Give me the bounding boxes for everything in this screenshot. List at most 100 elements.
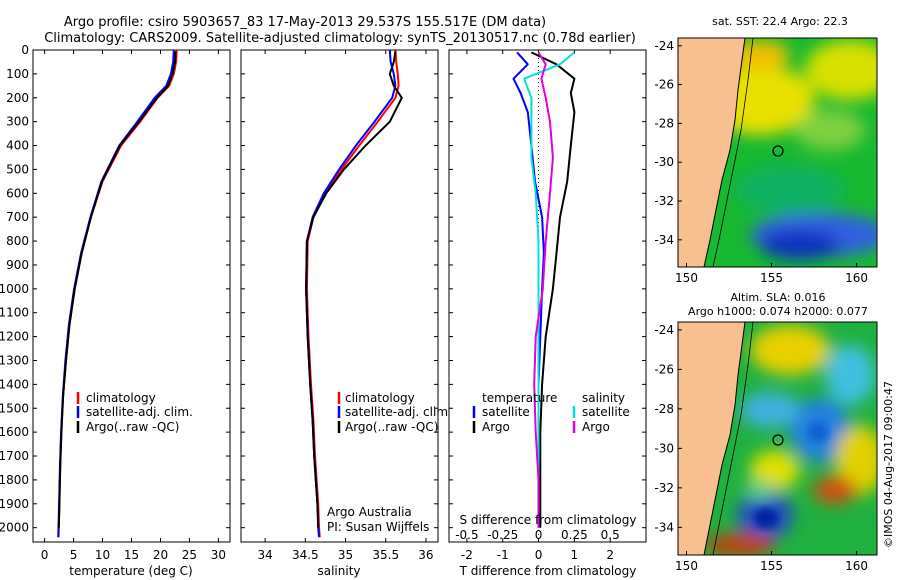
temperature-tick-label: 15: [124, 548, 139, 562]
sst-field: [678, 38, 877, 267]
s-difference-label: S difference from climatology: [460, 513, 637, 527]
credit-institution: Argo Australia: [327, 505, 412, 519]
sla-map: Altim. SLA: 0.016 Argo h1000: 0.074 h200…: [654, 291, 878, 573]
difference-x-axis: -2 -1 0 1 2-0.5 -0.25 0 0.25 0.5: [455, 50, 620, 562]
salinity-tick-label: 34: [257, 548, 272, 562]
sla-eddy-center: [808, 422, 828, 442]
sla-shelf-contour: [712, 322, 754, 555]
map-lon-label: 160: [845, 271, 868, 285]
t-difference-tick-label: 2: [606, 548, 614, 562]
legend-label-argo: Argo(..raw -QC): [345, 420, 438, 434]
difference-legend: temperature satellite Argo salinity sate…: [472, 391, 630, 434]
temperature-tick-label: 30: [211, 548, 226, 562]
figure-title-line1: Argo profile: csiro 5903657_83 17-May-20…: [64, 15, 546, 30]
s-difference-tick-label: -0.25: [487, 528, 518, 542]
sla-land-australia: [678, 322, 746, 555]
sst-map-title: sat. SST: 22.4 Argo: 22.3: [712, 15, 848, 28]
map-lat-label: -26: [654, 78, 674, 92]
map-lat-label: -30: [654, 441, 674, 455]
map-lat-label: -28: [654, 116, 674, 130]
credit-pi: PI: Susan Wijffels: [327, 520, 429, 534]
series-line-salinity-satellite: [523, 51, 576, 528]
sla-field: [678, 322, 877, 555]
s-difference-tick-label: 0.25: [561, 528, 588, 542]
map-lat-label: -24: [654, 323, 674, 337]
legend-label-s-argo: Argo: [582, 420, 610, 434]
depth-tick-label: 800: [6, 234, 29, 248]
sst-map-axes: 150 155 160 -24 -26 -28 -30 -32 -34: [654, 39, 868, 285]
sla-argo-position-marker: [772, 434, 784, 446]
temperature-tick-label: 10: [95, 548, 110, 562]
depth-tick-label: 200: [6, 91, 29, 105]
legend-label-argo: Argo(..raw -QC): [86, 420, 179, 434]
depth-axis: 0 100 200 300 400 500 600 700 800 900 1000 1100 1200…: [0, 43, 230, 535]
difference-panel: -2 -1 0 1 2-0.5 -0.25 0 0.25 0.5 T difference fr…: [448, 49, 647, 578]
legend-label-satellite: satellite-adj. clim.: [86, 405, 193, 419]
sst-map: sat. SST: 22.4 Argo: 22.3 150 155 160 -24 -2…: [654, 15, 878, 285]
map-lat-label: -32: [654, 481, 674, 495]
map-lat-label: -24: [654, 39, 674, 53]
series-line-salinity-argo: [533, 51, 554, 528]
t-difference-tick-label: -2: [461, 548, 473, 562]
sst-map-frame: [677, 37, 878, 268]
depth-tick-label: 2000: [0, 521, 29, 535]
temperature-axes-frame: [32, 49, 231, 543]
sla-map-axes: 150 155 160 -24 -26 -28 -30 -32 -34: [654, 323, 868, 573]
t-difference-tick-label: 0: [535, 548, 543, 562]
salinity-xlabel: salinity: [317, 564, 360, 578]
depth-tick-label: 1400: [0, 377, 29, 391]
depth-tick-label: 1000: [0, 282, 29, 296]
legend-label-climatology: climatology: [345, 391, 415, 405]
figure-title-line2: Climatology: CARS2009. Satellite-adjuste…: [44, 31, 636, 46]
depth-tick-label: 600: [6, 186, 29, 200]
temperature-tick-label: 25: [182, 548, 197, 562]
depth-tick-label: 1300: [0, 353, 29, 367]
salinity-tick-label: 35: [338, 548, 353, 562]
sla-eddy-core: [754, 508, 778, 528]
legend-label-s-satellite: satellite: [582, 405, 630, 419]
s-difference-tick-label: 0.5: [601, 528, 620, 542]
sla-map-frame: [677, 321, 878, 556]
map-lat-label: -34: [654, 520, 674, 534]
t-difference-xlabel: T difference from climatology: [459, 564, 637, 578]
map-lon-label: 150: [675, 271, 698, 285]
difference-lines: [512, 50, 576, 542]
s-difference-tick-label: -0.5: [455, 528, 478, 542]
temperature-tick-label: 20: [153, 548, 168, 562]
legend-label-climatology: climatology: [86, 391, 156, 405]
depth-tick-label: 900: [6, 258, 29, 272]
depth-tick-label: 1800: [0, 473, 29, 487]
legend-label-t-satellite: satellite: [482, 405, 530, 419]
difference-axes-frame: [448, 49, 647, 543]
map-lon-label: 155: [760, 559, 783, 573]
salinity-tick-label: 35.5: [372, 548, 399, 562]
temperature-panel: 0100200300400500600700800900100011001200…: [0, 43, 231, 578]
salinity-axes-frame: [240, 49, 439, 543]
depth-tick-label: 1700: [0, 449, 29, 463]
series-line-argo-raw-qc-: [305, 51, 403, 528]
imos-stamp: ©IMOS 04-Aug-2017 09:00:47: [882, 381, 895, 548]
map-lat-label: -34: [654, 233, 674, 247]
sst-argo-position-marker: [772, 145, 784, 157]
legend-heading-temperature: temperature: [482, 391, 557, 405]
legend-label-satellite: satellite-adj. clim.: [345, 405, 452, 419]
sst-land-australia: [678, 38, 746, 267]
depth-tick-label: 300: [6, 115, 29, 129]
temperature-xlabel: temperature (deg C): [69, 564, 192, 578]
legend-label-t-argo: Argo: [482, 420, 510, 434]
salinity-tick-label: 36: [418, 548, 433, 562]
temperature-tick-label: 0: [41, 548, 49, 562]
depth-tick-label: 500: [6, 162, 29, 176]
temperature-tick-label: 5: [70, 548, 78, 562]
temperature-legend: climatology satellite-adj. clim. Argo(..…: [76, 391, 193, 434]
map-lat-label: -26: [654, 362, 674, 376]
difference-depth-ticks: [449, 49, 646, 529]
t-difference-tick-label: -1: [497, 548, 509, 562]
map-lon-label: 155: [760, 271, 783, 285]
series-line-temperature-argo: [530, 51, 576, 528]
legend-heading-salinity: salinity: [582, 391, 625, 405]
depth-tick-label: 0: [21, 43, 29, 57]
series-line-argo-raw-qc-: [57, 51, 177, 528]
temperature-lines: [57, 50, 178, 538]
